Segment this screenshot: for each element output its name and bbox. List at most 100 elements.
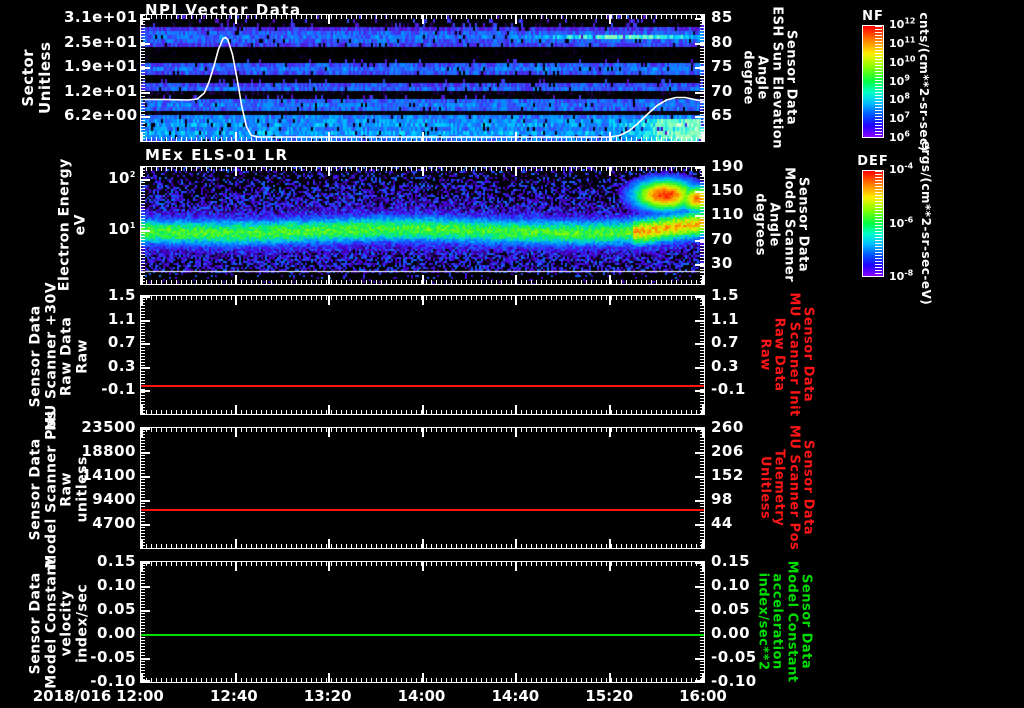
y-tick-mark (141, 562, 150, 564)
minor-ticks-right (700, 296, 704, 414)
y-tick-label: -0.05 (711, 648, 757, 666)
x-tick-mark (328, 296, 330, 305)
data-line (141, 509, 704, 511)
x-tick-mark (609, 167, 611, 176)
minor-ticks-right (700, 428, 704, 548)
x-tick-mark (609, 132, 611, 141)
y-tick-mark (695, 264, 704, 266)
x-tick-mark (702, 562, 704, 571)
x-tick-mark (235, 673, 237, 682)
x-tick-mark (702, 132, 704, 141)
x-tick-mark (609, 673, 611, 682)
x-tick-mark (422, 132, 424, 141)
y-tick-mark (695, 586, 704, 588)
y-tick-mark (695, 215, 704, 217)
y-tick-mark (141, 390, 150, 392)
x-tick-label: 15:20 (585, 687, 634, 705)
y-tick-label: 18800 (81, 442, 136, 460)
y-tick-mark (695, 428, 704, 430)
colorbar-tick-label: 1010 (889, 54, 916, 69)
y-tick-mark (695, 296, 704, 298)
y-tick-label: 3.1e+01 (64, 7, 138, 26)
y-tick-label: 70 (711, 81, 733, 100)
y-tick-label: 0.15 (711, 552, 751, 570)
def-colorbar (862, 170, 884, 277)
x-tick-mark (422, 405, 424, 414)
x-tick-mark (235, 167, 237, 176)
y-tick-mark (695, 562, 704, 564)
y-tick-mark (141, 680, 150, 682)
y-tick-label: 70 (711, 229, 733, 248)
y-tick-label: 110 (711, 205, 744, 224)
x-tick-mark (235, 405, 237, 414)
y-tick-mark (695, 476, 704, 478)
x-tick-mark (235, 562, 237, 571)
x-tick-mark (702, 539, 704, 548)
y-tick-label: 0.00 (711, 624, 751, 642)
y-tick-label: 14100 (81, 466, 136, 484)
y-tick-label: 0.7 (107, 333, 136, 352)
x-tick-mark (235, 296, 237, 305)
x-tick-mark (422, 673, 424, 682)
y-tick-label: 0.3 (107, 356, 136, 375)
y-tick-label: 0.3 (711, 356, 740, 375)
x-tick-mark (328, 673, 330, 682)
nf-colorbar-ticks (875, 26, 882, 137)
date-label: 2018/016 (32, 687, 112, 705)
x-tick-mark (235, 539, 237, 548)
y-tick-mark (695, 67, 704, 69)
mu-scanner-30v-panel (140, 295, 705, 415)
y-tick-label: 150 (711, 181, 744, 200)
y-tick-label: 101 (108, 219, 136, 238)
y-tick-label: 98 (711, 490, 733, 508)
y-tick-label: 9400 (92, 490, 136, 508)
y-tick-label: 30 (711, 253, 733, 272)
y-tick-label: 0.10 (96, 576, 136, 594)
y-tick-mark (695, 452, 704, 454)
minor-ticks-left (141, 296, 145, 414)
y-tick-mark (141, 230, 150, 232)
x-tick-mark (609, 539, 611, 548)
colorbar-tick-label: 10-4 (889, 161, 914, 176)
y-tick-mark (695, 92, 704, 94)
y-tick-mark (695, 524, 704, 526)
x-tick-mark (235, 428, 237, 437)
x-tick-mark (515, 428, 517, 437)
y-tick-label: 260 (711, 418, 744, 436)
y-tick-mark (141, 452, 150, 454)
y-tick-mark (695, 610, 704, 612)
x-tick-mark (702, 405, 704, 414)
y-tick-label: 23500 (81, 418, 136, 436)
x-tick-mark (328, 167, 330, 176)
els-spectrogram-panel (140, 166, 705, 285)
x-tick-mark (702, 296, 704, 305)
y-tick-mark (141, 428, 150, 430)
x-tick-mark (609, 296, 611, 305)
colorbar-tick-label: 108 (889, 91, 910, 107)
y-tick-mark (695, 343, 704, 345)
y-tick-mark (141, 586, 150, 588)
x-tick-mark (422, 167, 424, 176)
y-tick-mark (141, 658, 150, 660)
y-tick-label: 0.7 (711, 333, 740, 352)
minor-ticks-left (141, 562, 145, 682)
def-colorbar-ticks (875, 171, 882, 276)
x-tick-mark (328, 275, 330, 284)
y-tick-label: 206 (711, 442, 744, 460)
x-tick-mark (515, 296, 517, 305)
x-tick-mark (515, 275, 517, 284)
y-tick-mark (141, 67, 150, 69)
els-spectrogram-image (141, 167, 704, 284)
x-tick-mark (235, 275, 237, 284)
y-tick-mark (141, 116, 150, 118)
x-tick-mark (141, 405, 143, 414)
y-tick-label: 102 (108, 168, 136, 187)
minor-ticks-left (141, 167, 145, 284)
y-tick-label: 0.05 (96, 600, 136, 618)
y-tick-mark (141, 179, 150, 181)
x-tick-mark (141, 673, 143, 682)
y-tick-label: 75 (711, 57, 733, 76)
y-tick-label: 0.00 (96, 624, 136, 642)
y-tick-mark (141, 476, 150, 478)
nf-colorbar (862, 25, 884, 138)
